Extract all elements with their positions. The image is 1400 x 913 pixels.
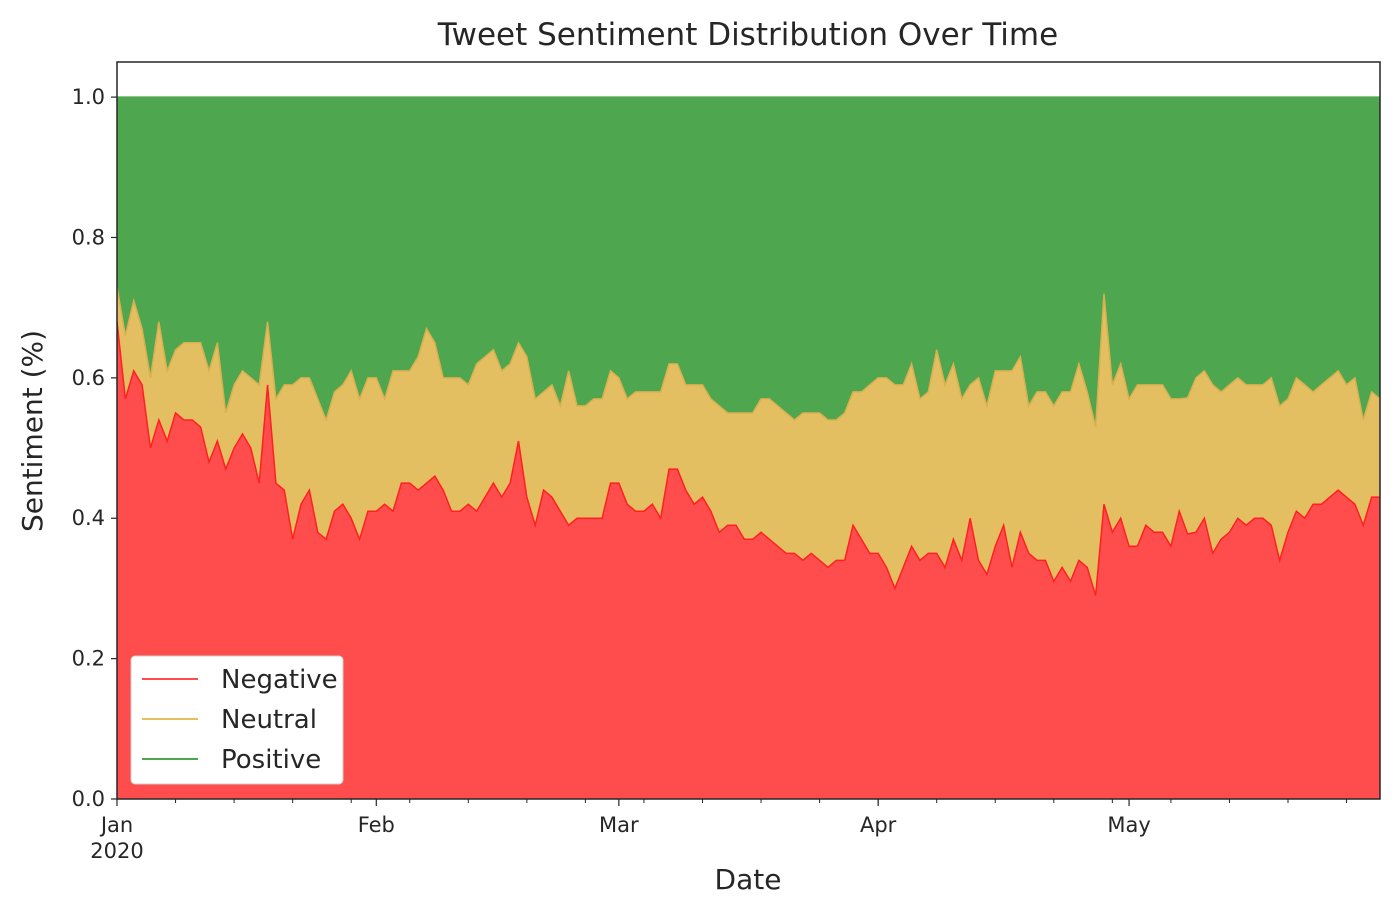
y-tick-label: 0.8 bbox=[72, 225, 105, 249]
negative-area bbox=[117, 321, 1380, 799]
y-tick-label: 0.0 bbox=[72, 787, 105, 811]
y-tick-label: 1.0 bbox=[72, 85, 105, 109]
negative-line bbox=[116, 321, 1380, 596]
x-tick-label: Feb bbox=[358, 813, 395, 837]
area-layer bbox=[116, 96, 1381, 799]
legend-neutral-label: Neutral bbox=[221, 705, 317, 735]
neutral-area bbox=[117, 286, 1380, 596]
legend-positive-label: Positive bbox=[221, 745, 321, 775]
x-tick-year-label: 2020 bbox=[90, 839, 143, 863]
chart-title: Tweet Sentiment Distribution Over Time bbox=[437, 17, 1058, 53]
y-tick-label: 0.2 bbox=[72, 647, 105, 671]
y-tick-label: 0.4 bbox=[72, 506, 105, 530]
legend-box bbox=[130, 655, 344, 785]
x-tick-label: Apr bbox=[860, 813, 897, 837]
legend: Negative Neutral Positive bbox=[130, 655, 344, 785]
y-axis-label: Sentiment (%) bbox=[16, 330, 49, 532]
x-axis-label: Date bbox=[715, 863, 782, 896]
y-tick-label: 0.6 bbox=[72, 366, 105, 390]
legend-negative-label: Negative bbox=[221, 665, 338, 695]
x-tick-label: Mar bbox=[599, 813, 639, 837]
neutral-line bbox=[116, 286, 1381, 428]
positive-area bbox=[117, 97, 1380, 427]
x-tick-label: Jan bbox=[99, 813, 133, 837]
x-tick-label: May bbox=[1107, 813, 1150, 837]
y-axis: 0.0 0.2 0.4 0.6 0.8 1.0 bbox=[72, 85, 117, 811]
plot-frame bbox=[116, 61, 1381, 800]
